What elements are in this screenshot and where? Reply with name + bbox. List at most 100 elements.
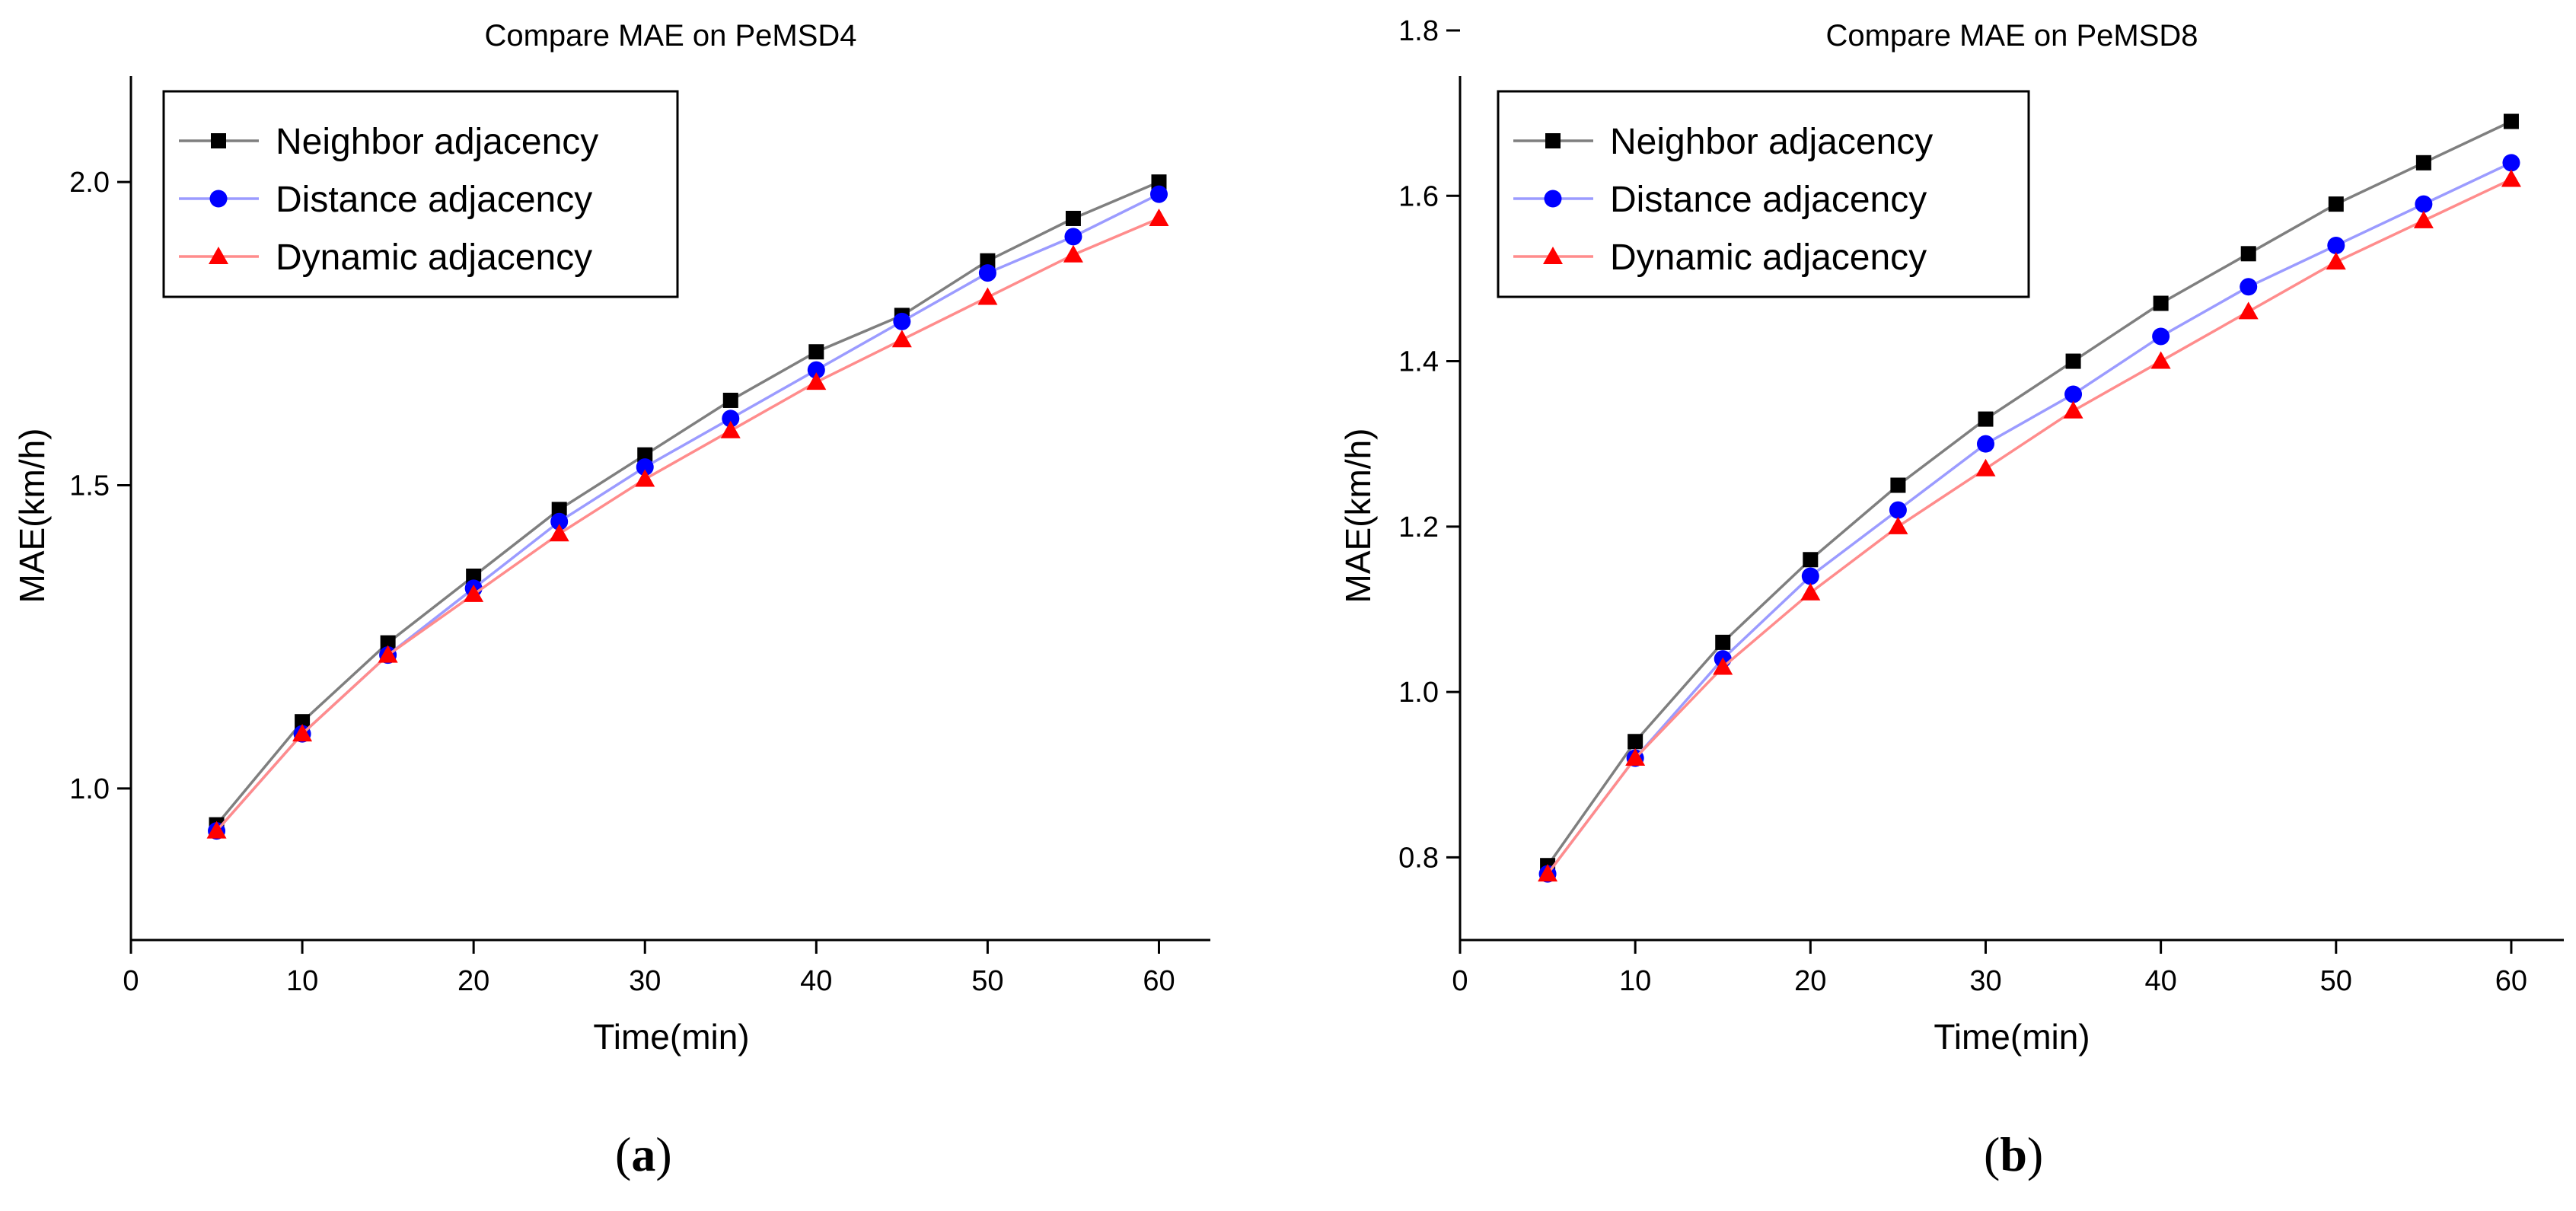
series-dynamic-point [720,420,741,438]
series-neighbor-line [1546,120,2512,867]
x-tick-label: 40 [800,965,832,997]
legend-neighbor-marker [211,133,226,148]
series-neighbor-point [1628,734,1643,750]
x-tick-label: 50 [2320,965,2352,997]
series-neighbor-point [980,253,996,269]
panel-label-letter: b [2000,1127,2027,1181]
y-tick-label: 1.6 [1398,180,1439,212]
panel-label-close-paren: ) [2027,1127,2043,1181]
series-neighbor-point [2153,295,2169,311]
series-neighbor-point [380,635,396,651]
x-tick-label: 60 [2495,965,2527,997]
x-tick-label: 30 [1969,965,2001,997]
series-neighbor-point [1065,210,1081,226]
series-dynamic-point [2150,351,2171,369]
series-neighbor-point [1151,174,1167,190]
series-neighbor-point [2415,155,2431,170]
legend-box [162,90,679,298]
series-distance-point [2327,236,2345,254]
y-axis-label: MAE(km/h) [1338,429,1378,604]
series-neighbor [1540,113,2519,874]
series-dynamic-point [549,524,569,542]
series-neighbor-line [215,180,1160,826]
y-tick-label: 1.8 [1398,15,1439,47]
series-distance-point [978,264,996,282]
y-tick-label: 0.8 [1398,842,1439,874]
series-dynamic-line [215,217,1160,832]
series-distance-point [2415,195,2433,213]
series-distance-point [1889,501,1907,519]
y-tick-label: 1.4 [1398,346,1439,378]
chart-title: Compare MAE on PeMSD4 [484,19,856,53]
x-axis-label: Time(min) [1934,1017,2090,1056]
legend-distance-marker [209,190,228,208]
y-tick-label: 1.0 [1398,677,1439,709]
legend-box [1497,90,2030,298]
series-neighbor-point [1715,634,1731,650]
legend-dynamic-marker [209,247,228,264]
series-dynamic-point [2413,210,2434,228]
series-dynamic-point [464,584,484,602]
panel-label: (a) [615,1127,672,1181]
series-dynamic-point [1800,582,1821,601]
series-dynamic-point [2326,252,2346,270]
legend-dynamic-label: Dynamic adjacency [276,237,592,278]
series-dynamic-point [1149,208,1169,226]
series-neighbor-point [551,502,567,518]
axes: 0 10 20 30 40 50 60 0.8 1.0 1.2 1.4 1.6 1.8 [1398,15,2564,997]
series-neighbor-point [295,714,311,730]
series-dynamic-point [206,821,227,839]
series-neighbor-point [2240,246,2256,262]
series-dynamic-point [2501,169,2521,187]
legend-neighbor-label: Neighbor adjacency [276,122,598,162]
series-neighbor-point [2503,113,2519,129]
legend: Neighbor adjacency Distance adjacency Dyna… [1497,90,2030,298]
series-dynamic-point [635,469,655,487]
series-dynamic-point [1063,244,1083,263]
series-distance-point [636,458,654,476]
series-dynamic-point [1975,458,1996,476]
series-dynamic-point [1713,657,1733,675]
series-dynamic-point [977,287,998,305]
legend-neighbor-marker [1545,133,1561,148]
series-neighbor-point [466,569,482,584]
legend-distance-marker [1544,190,1562,208]
x-tick-label: 30 [629,965,661,997]
series-neighbor-point [1890,477,1906,493]
series-distance-point [2502,154,2520,172]
x-tick-label: 0 [123,965,139,997]
x-tick-label: 0 [1452,965,1468,997]
x-tick-label: 40 [2144,965,2176,997]
series-neighbor-point [637,447,653,463]
series-dynamic-point [378,645,398,663]
chart-title: Compare MAE on PeMSD8 [1825,19,2198,53]
series-distance-point [2152,327,2170,346]
x-axis-label: Time(min) [593,1017,749,1056]
series-distance-point [1976,435,1994,453]
series-distance-point [550,512,569,531]
series-neighbor-point [722,392,738,408]
panel-label-close-paren: ) [655,1127,671,1181]
series-dynamic-point [1888,516,1908,534]
series-dynamic-point [292,724,313,742]
series-neighbor-point [1978,411,1994,427]
series-neighbor-point [808,344,824,360]
y-tick-label: 1.2 [1398,511,1439,543]
y-axis-label: MAE(km/h) [12,429,52,604]
series-dynamic-point [1538,864,1558,882]
series-distance-point [722,410,740,428]
series-dynamic-point [806,372,827,390]
panel-label-open-paren: ( [615,1127,631,1181]
x-tick-label: 20 [1794,965,1826,997]
legend: Neighbor adjacency Distance adjacency Dyna… [162,90,679,298]
series-dynamic-point [891,330,912,348]
series-distance-point [807,361,825,379]
series-neighbor-point [2065,353,2081,369]
panel-label-open-paren: ( [1984,1127,2000,1181]
x-tick-label: 60 [1143,965,1175,997]
panel-label-letter: a [631,1127,655,1181]
series-dynamic-point [2063,400,2083,419]
series-neighbor-point [1803,552,1819,568]
series-distance-point [1801,567,1819,585]
